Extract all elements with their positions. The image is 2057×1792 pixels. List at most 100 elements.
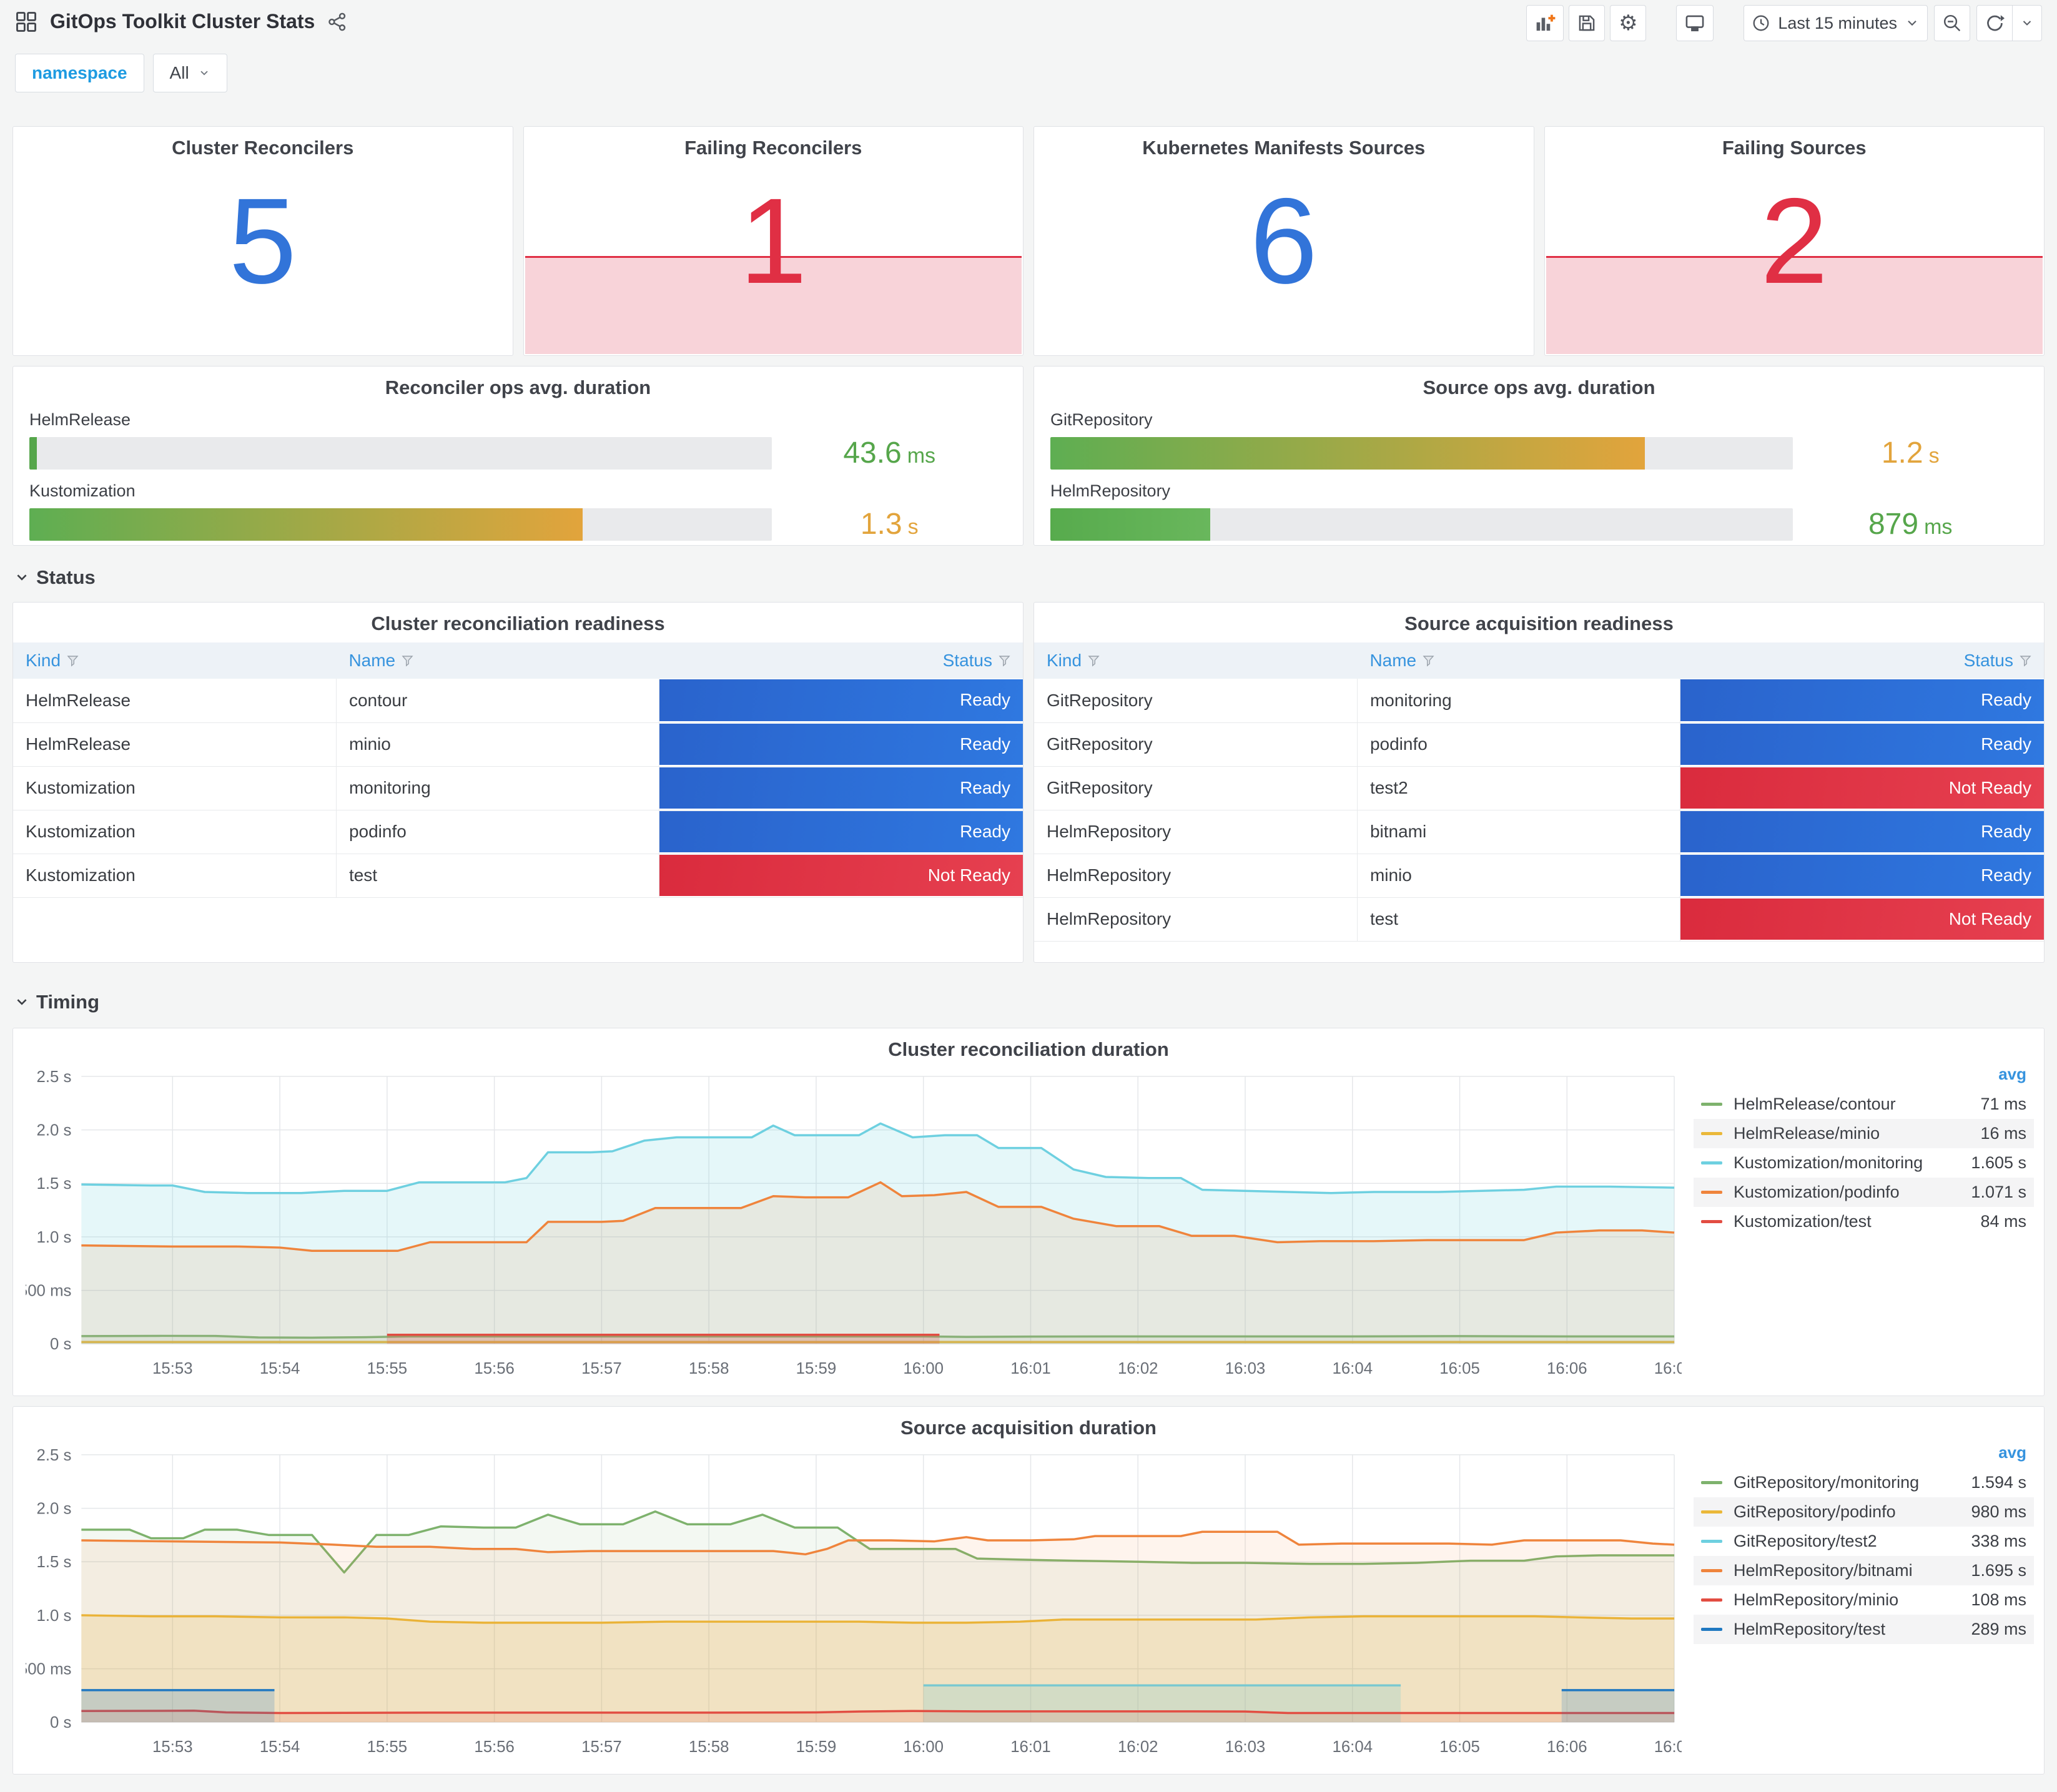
svg-text:16:00: 16:00 [903, 1360, 944, 1377]
legend-item[interactable]: GitRepository/test2 338 ms [1694, 1527, 2034, 1556]
series-color-swatch [1701, 1191, 1722, 1194]
column-header-name[interactable]: Name [336, 642, 659, 679]
panel-title[interactable]: Source ops avg. duration [1423, 377, 1655, 398]
chart-legend: avg HelmRelease/contour 71 ms HelmRelease/… [1694, 1065, 2034, 1236]
table-row: HelmRepository bitnami Ready [1034, 810, 2044, 854]
filter-icon [999, 655, 1010, 666]
filter-icon [2020, 655, 2031, 666]
series-name: HelmRelease/contour [1734, 1095, 1896, 1113]
svg-text:15:57: 15:57 [581, 1738, 622, 1756]
svg-text:0 s: 0 s [50, 1336, 71, 1353]
name-cell: test [336, 854, 660, 898]
stat-panel-failing-sources: Failing Sources 2 [1544, 126, 2045, 356]
column-header-kind[interactable]: Kind [1034, 642, 1358, 679]
kind-cell: HelmRelease [13, 722, 337, 767]
panel-title[interactable]: Reconciler ops avg. duration [385, 377, 651, 398]
chevron-down-icon [1908, 20, 1916, 26]
stat-sparkline [1546, 255, 2043, 354]
bar-value: 879 ms [1868, 508, 1953, 541]
bar-gauge-kustomization: Kustomization 1.3 s [29, 481, 1007, 541]
svg-text:16:05: 16:05 [1439, 1360, 1480, 1377]
panel-title[interactable]: Failing Sources [1722, 137, 1867, 159]
refresh-icon [1987, 15, 2005, 31]
filter-icon [1088, 655, 1100, 666]
table-row: GitRepository podinfo Ready [1034, 722, 2044, 767]
row-header-timing[interactable]: Timing [15, 990, 2042, 1014]
stat-sparkline [525, 255, 1022, 354]
panel-title[interactable]: Cluster reconciliation readiness [371, 613, 665, 634]
add-panel-button[interactable] [1526, 5, 1564, 41]
svg-text:16:07: 16:07 [1654, 1738, 1682, 1756]
page-title[interactable]: GitOps Toolkit Cluster Stats [50, 10, 315, 32]
tv-mode-button[interactable] [1676, 5, 1714, 41]
panel-title[interactable]: Failing Reconcilers [684, 137, 862, 159]
legend-item[interactable]: GitRepository/podinfo 980 ms [1694, 1497, 2034, 1527]
series-color-swatch [1701, 1103, 1722, 1106]
table-row: Kustomization monitoring Ready [13, 766, 1023, 810]
row-header-status[interactable]: Status [15, 566, 2042, 589]
series-avg-value: 1.594 s [1971, 1473, 2026, 1492]
dashboard-grid-icon[interactable] [15, 11, 37, 33]
status-cell: Ready [1680, 722, 2044, 767]
table-panel-source-acquisition-readiness: Source acquisition readiness Kind Name S… [1033, 602, 2045, 963]
readiness-tables-row: Cluster reconciliation readiness Kind Na… [12, 602, 2045, 963]
bar-label: Kustomization [29, 481, 136, 500]
panel-title[interactable]: Source acquisition duration [900, 1417, 1157, 1439]
bar-label: HelmRelease [29, 410, 131, 429]
variable-namespace-dropdown[interactable]: All [152, 54, 227, 92]
series-avg-value: 338 ms [1971, 1532, 2026, 1550]
save-dashboard-button[interactable] [1569, 5, 1606, 41]
zoom-out-button[interactable] [1934, 5, 1970, 41]
status-cell: Ready [659, 679, 1023, 723]
filter-icon [1423, 655, 1434, 666]
svg-text:16:02: 16:02 [1118, 1738, 1158, 1756]
series-name: GitRepository/test2 [1734, 1532, 1877, 1550]
legend-item[interactable]: GitRepository/monitoring 1.594 s [1694, 1468, 2034, 1497]
legend-avg-header[interactable]: avg [1998, 1443, 2026, 1462]
collapse-chevron-icon [17, 574, 27, 581]
timeseries-plot[interactable]: 0 s 500 ms 1.0 s 1.5 s 2.0 s 2.5 s 15:53 15:54 1… [19, 1439, 1695, 1769]
column-header-status[interactable]: Status [659, 642, 1023, 679]
legend-item[interactable]: HelmRepository/minio 108 ms [1694, 1585, 2034, 1615]
bar-gauge-helmrepository: HelmRepository 879 ms [1050, 481, 2028, 541]
stat-value: 1 [739, 172, 807, 309]
refresh-interval-dropdown[interactable] [2013, 5, 2042, 41]
share-icon[interactable] [327, 12, 347, 32]
panel-title[interactable]: Cluster Reconcilers [172, 137, 354, 159]
stat-panel-failing-reconcilers: Failing Reconcilers 1 [523, 126, 1024, 356]
legend-avg-header[interactable]: avg [1998, 1065, 2026, 1083]
section-label: Status [36, 566, 96, 588]
variable-namespace-label[interactable]: namespace [15, 54, 144, 92]
readiness-table: Kind Name Status HelmRelease contour Ready… [13, 642, 1023, 898]
refresh-button[interactable] [1976, 5, 2013, 41]
dashboard-header: GitOps Toolkit Cluster Stats ⚙ [0, 0, 2057, 41]
name-cell: test2 [1357, 766, 1681, 810]
legend-item[interactable]: HelmRelease/minio 16 ms [1694, 1119, 2034, 1148]
svg-text:15:53: 15:53 [152, 1738, 193, 1756]
name-cell: podinfo [336, 810, 660, 854]
time-range-picker[interactable]: Last 15 minutes [1744, 5, 1928, 41]
panel-title[interactable]: Source acquisition readiness [1404, 613, 1674, 634]
svg-text:16:06: 16:06 [1547, 1360, 1587, 1377]
status-badge: Not Ready [659, 854, 1023, 896]
dashboard-settings-button[interactable]: ⚙ [1610, 5, 1647, 41]
legend-item[interactable]: HelmRepository/test 289 ms [1694, 1615, 2034, 1644]
svg-text:16:07: 16:07 [1654, 1360, 1682, 1377]
timeseries-panel-source-acquisition-duration: Source acquisition duration 0 s 500 ms 1.0… [12, 1406, 2045, 1775]
kind-cell: GitRepository [1034, 679, 1358, 723]
svg-text:15:55: 15:55 [367, 1360, 408, 1377]
stat-panels-row: Cluster Reconcilers 5 Failing Reconciler… [12, 126, 2045, 356]
legend-item[interactable]: Kustomization/podinfo 1.071 s [1694, 1178, 2034, 1207]
legend-item[interactable]: Kustomization/test 84 ms [1694, 1207, 2034, 1236]
timeseries-plot[interactable]: 0 s 500 ms 1.0 s 1.5 s 2.0 s 2.5 s 15:53 15:54 1… [19, 1061, 1695, 1391]
column-header-kind[interactable]: Kind [13, 642, 337, 679]
svg-text:500 ms: 500 ms [26, 1282, 71, 1300]
panel-title[interactable]: Kubernetes Manifests Sources [1142, 137, 1426, 159]
legend-item[interactable]: HelmRelease/contour 71 ms [1694, 1090, 2034, 1119]
filter-icon [67, 655, 79, 666]
column-header-status[interactable]: Status [1680, 642, 2044, 679]
panel-title[interactable]: Cluster reconciliation duration [888, 1038, 1169, 1060]
legend-item[interactable]: HelmRepository/bitnami 1.695 s [1694, 1556, 2034, 1585]
column-header-name[interactable]: Name [1357, 642, 1680, 679]
legend-item[interactable]: Kustomization/monitoring 1.605 s [1694, 1148, 2034, 1178]
